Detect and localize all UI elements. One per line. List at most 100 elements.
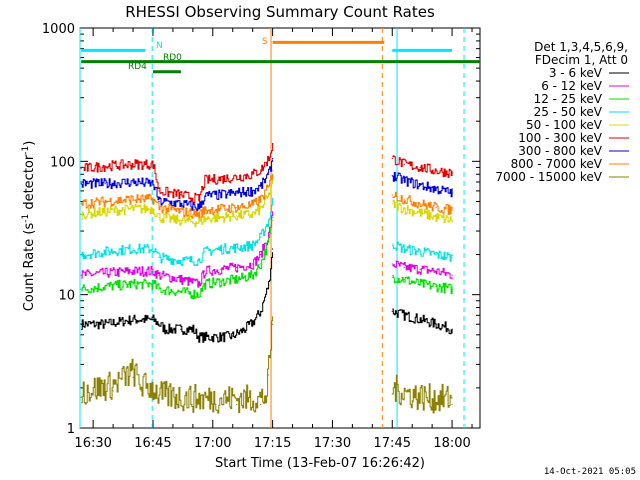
x-tick-label: 17:45: [374, 436, 411, 451]
data-point: [236, 215, 238, 217]
data-point: [80, 288, 82, 290]
data-point: [260, 169, 262, 171]
data-point: [158, 216, 160, 218]
data-point: [403, 163, 405, 165]
data-point: [391, 175, 393, 177]
legend-header-line: FDecim 1, Att 0: [535, 53, 628, 67]
data-point: [272, 170, 274, 172]
data-point: [252, 274, 254, 276]
data-point: [220, 268, 222, 270]
data-point: [152, 183, 154, 185]
data-point: [104, 210, 106, 213]
data-point: [80, 253, 82, 256]
data-point: [132, 270, 134, 272]
data-point: [152, 198, 154, 200]
data-point: [132, 208, 134, 210]
x-tick-label: 17:15: [254, 436, 291, 451]
legend-entry-label: 7000 - 15000 keV: [495, 170, 602, 184]
data-point: [204, 251, 206, 253]
data-point: [104, 323, 106, 325]
y-tick-label: 10: [58, 289, 75, 304]
data-point: [391, 157, 393, 160]
data-point: [180, 278, 182, 281]
data-point: [260, 253, 262, 256]
data-point: [451, 209, 453, 211]
data-point: [180, 203, 182, 205]
series-line: [81, 219, 274, 300]
series-line: [81, 143, 274, 204]
data-point: [252, 173, 254, 175]
data-point: [198, 221, 200, 223]
data-point: [411, 400, 413, 402]
data-point: [132, 198, 134, 200]
data-point: [236, 176, 238, 178]
data-point: [260, 208, 262, 210]
data-point: [435, 170, 437, 172]
data-point: [180, 328, 182, 330]
data-point: [268, 241, 270, 243]
data-point: [80, 203, 82, 205]
series-line: [392, 172, 453, 198]
data-point: [220, 178, 222, 180]
data-point: [431, 403, 433, 406]
data-point: [132, 283, 134, 285]
data-point: [220, 208, 222, 210]
data-point: [152, 248, 154, 250]
data-point: [435, 188, 437, 190]
data-point: [152, 393, 154, 395]
data-point: [80, 274, 82, 276]
x-tick-label: 17:30: [314, 436, 351, 451]
data-point: [260, 185, 262, 187]
data-point: [236, 266, 238, 269]
chart-title: RHESSI Observing Summary Count Rates: [125, 3, 435, 21]
data-point: [80, 183, 82, 185]
legend-entry-label: 50 - 100 keV: [526, 118, 603, 132]
y-tick-label: 1: [67, 422, 75, 437]
data-point: [204, 218, 206, 220]
data-point: [204, 270, 206, 272]
data-point: [220, 281, 222, 283]
data-point: [180, 260, 182, 262]
series-line: [81, 211, 274, 288]
x-tick-labels: 16:30 16:45 17:00 17:15 17:30 17:45 18:00: [74, 436, 470, 451]
data-point: [391, 194, 393, 196]
data-point: [419, 319, 421, 321]
series-line: [392, 199, 453, 224]
x-tick-label: 18:00: [433, 436, 470, 451]
data-point: [132, 319, 134, 321]
data-point: [252, 263, 254, 265]
data-point: [272, 248, 274, 250]
data-point: [104, 272, 106, 274]
series-line: [392, 241, 453, 262]
data-point: [140, 390, 142, 392]
data-point: [403, 314, 405, 316]
y-tick-label: 1000: [42, 22, 75, 37]
data-point: [451, 328, 453, 330]
data-point: [260, 310, 262, 312]
data-point: [252, 204, 254, 206]
data-point: [158, 400, 160, 402]
x-axis-label: Start Time (13-Feb-07 16:26:42): [215, 456, 425, 471]
data-point: [451, 403, 453, 406]
data-point: [152, 208, 154, 210]
legend-entry-label: 6 - 12 keV: [541, 79, 603, 93]
data-point: [132, 163, 134, 165]
data-point: [260, 198, 262, 200]
data-point: [403, 208, 405, 210]
data-point: [391, 243, 393, 245]
data-point: [266, 400, 268, 402]
data-point: [435, 206, 437, 209]
data-point: [244, 328, 246, 330]
data-point: [236, 247, 238, 249]
data-point: [204, 209, 206, 211]
data-point: [268, 374, 270, 376]
data-point: [80, 168, 82, 170]
series-line: [392, 308, 453, 335]
data-point: [158, 256, 160, 259]
x-tick-label: 16:30: [74, 436, 111, 451]
series-line: [392, 260, 453, 280]
data-point: [180, 219, 182, 222]
data-point: [435, 270, 437, 272]
data-point: [158, 274, 160, 276]
data-point: [236, 206, 238, 209]
